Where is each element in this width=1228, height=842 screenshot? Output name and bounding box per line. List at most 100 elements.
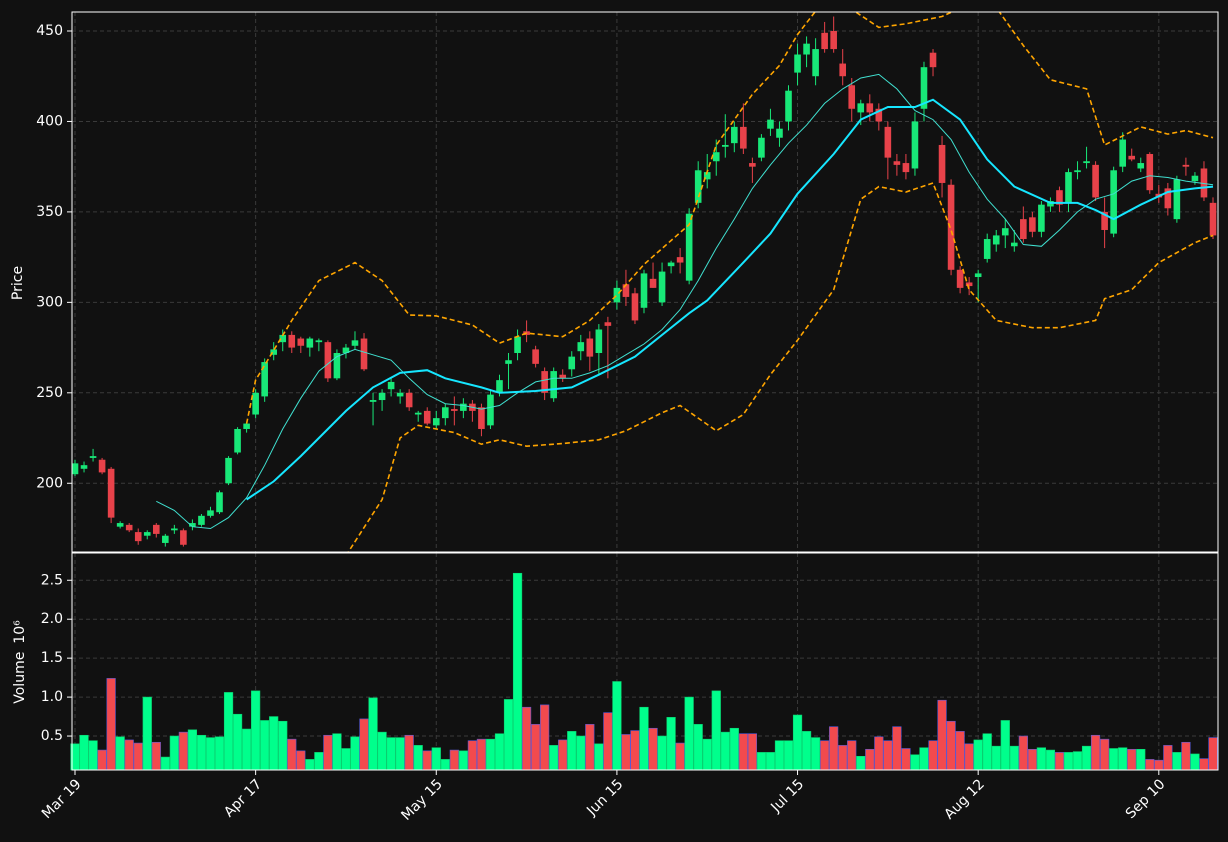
candle-body — [1173, 179, 1181, 220]
candle-body — [731, 126, 738, 144]
volume-bar — [820, 740, 830, 771]
volume-bar — [323, 734, 333, 771]
volume-bar — [558, 739, 568, 771]
volume-bar — [314, 752, 324, 771]
volume-bar — [1181, 741, 1191, 771]
volume-bar — [747, 733, 757, 771]
candle-body — [1083, 161, 1090, 164]
volume-bar — [1045, 749, 1056, 771]
y-tick-label: 2.5 — [41, 572, 63, 588]
candle-body — [315, 340, 323, 343]
volume-bar — [657, 735, 667, 771]
volume-bar — [1072, 751, 1083, 771]
candle-body — [89, 456, 97, 458]
volume-bar — [88, 740, 98, 771]
candle-body — [586, 338, 594, 357]
candle-body — [550, 371, 557, 399]
candle-body — [622, 284, 630, 297]
candle-body — [1119, 139, 1126, 167]
volume-bar — [1100, 738, 1110, 771]
candle-body — [297, 338, 305, 346]
volume-bar — [1199, 758, 1209, 771]
candle-body — [640, 273, 648, 308]
candle-body — [342, 347, 350, 354]
volume-bar — [251, 690, 261, 771]
candle-body — [143, 532, 151, 536]
volume-bar — [874, 736, 884, 771]
volume-bar — [1172, 752, 1182, 771]
candle-body — [460, 403, 467, 411]
volume-bar — [838, 745, 848, 771]
y-axis-label: Price — [10, 266, 26, 300]
volume-bar — [476, 738, 487, 771]
candle-body — [1146, 154, 1154, 191]
candle-body — [1001, 228, 1009, 236]
candle-body — [803, 43, 810, 55]
candle-body — [261, 362, 268, 397]
candle-body — [938, 144, 946, 183]
volume-bar — [160, 756, 170, 771]
volume-bar — [973, 739, 983, 771]
candle-body — [360, 338, 368, 370]
candle-body — [929, 52, 937, 68]
candle-body — [712, 152, 720, 162]
overlay-line — [245, 12, 1214, 424]
volume-bar — [278, 720, 288, 771]
candle-body — [125, 524, 133, 531]
volume-bar — [675, 742, 685, 771]
volume-bar — [955, 731, 965, 771]
candle-body — [442, 407, 449, 419]
volume-bar — [567, 731, 577, 771]
candle-body — [812, 49, 819, 77]
candle-body — [1029, 217, 1036, 232]
y-tick-label: 0.5 — [41, 728, 63, 744]
volume-bar — [883, 740, 893, 771]
candle-body — [649, 278, 657, 288]
candle-body — [225, 457, 232, 484]
candle-body — [559, 374, 567, 379]
volume-bar — [1190, 753, 1200, 771]
price-frame — [71, 11, 1219, 553]
volume-bar — [792, 714, 803, 771]
volume-bar — [720, 731, 730, 771]
volume-bar — [648, 727, 658, 771]
candle-body — [324, 342, 332, 379]
candle-body — [487, 394, 494, 426]
candle-body — [577, 342, 585, 352]
volume-bar — [296, 750, 306, 771]
candle-body — [658, 271, 666, 303]
candle-body — [703, 172, 711, 180]
volume-bar — [1127, 748, 1137, 771]
candle-body — [685, 213, 693, 281]
candle-body — [767, 119, 774, 129]
volume-bar — [440, 759, 450, 771]
volume-bar — [115, 736, 125, 771]
candle-body — [857, 103, 865, 113]
candle-body — [496, 380, 503, 393]
candle-body — [721, 144, 729, 147]
candle-body — [306, 338, 314, 348]
volume-bar — [621, 734, 631, 771]
volume-bar — [187, 729, 198, 771]
candle-body — [451, 409, 458, 411]
volume-bar — [422, 750, 432, 771]
candle-body — [1137, 163, 1145, 169]
volume-bar — [1090, 734, 1101, 771]
candle-body — [432, 418, 440, 426]
volume-bar — [684, 696, 694, 771]
candle-body — [116, 523, 124, 527]
volume-bar — [242, 728, 252, 771]
volume-bar — [458, 750, 468, 771]
volume-bar — [404, 734, 414, 771]
volume-bar — [214, 736, 225, 771]
y-tick-label: 2.0 — [41, 611, 63, 627]
candle-body — [965, 282, 973, 287]
volume-bar — [287, 738, 297, 771]
volume-bar — [856, 755, 866, 771]
volume-bar — [919, 747, 929, 771]
volume-bar — [937, 699, 947, 771]
volume-bar — [223, 692, 234, 771]
candle-body — [107, 468, 115, 518]
candle-body — [369, 400, 377, 402]
candle-body — [740, 126, 747, 149]
